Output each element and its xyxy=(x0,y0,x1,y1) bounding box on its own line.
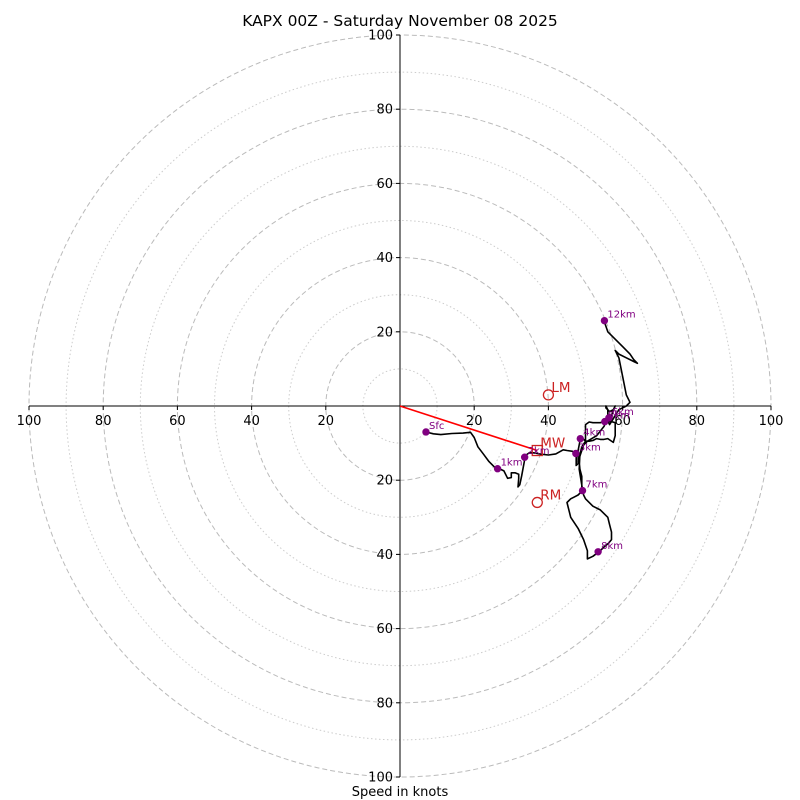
tick-label-left-20: 20 xyxy=(318,414,335,429)
height-marker-sfc xyxy=(422,428,430,436)
tick-label-bottom-100: 100 xyxy=(368,771,393,786)
tick-label-bottom-20: 20 xyxy=(376,474,393,489)
height-label-6km: 6km xyxy=(612,407,634,418)
tick-label-left-80: 80 xyxy=(95,414,112,429)
hodograph-trace xyxy=(425,320,639,560)
height-label-8km: 8km xyxy=(601,541,623,552)
tick-label-left-40: 40 xyxy=(243,414,260,429)
chart-title: KAPX 00Z - Saturday November 08 2025 xyxy=(242,12,558,30)
tick-label-right-60: 60 xyxy=(614,414,631,429)
height-marker-12km xyxy=(600,316,609,325)
motion-marker-lm xyxy=(542,389,555,401)
tick-label-top-20: 20 xyxy=(376,325,393,340)
tick-label-top-80: 80 xyxy=(376,103,393,118)
shear-vector-line xyxy=(399,405,538,452)
tick-label-bottom-40: 40 xyxy=(376,548,393,563)
height-marker-1km xyxy=(493,464,502,473)
motion-marker-rm xyxy=(531,496,543,509)
shear-vector-layer xyxy=(399,405,538,452)
motion-label-mw: MW xyxy=(540,436,565,452)
height-label-3km: 3km xyxy=(579,442,601,453)
tick-label-top-100: 100 xyxy=(368,29,393,44)
tick-label-bottom-80: 80 xyxy=(376,696,393,711)
tick-label-left-100: 100 xyxy=(17,414,42,429)
x-axis-label: Speed in knots xyxy=(352,785,449,800)
height-label-4km: 4km xyxy=(583,428,605,439)
height-marker-7km xyxy=(578,486,587,495)
tick-label-right-80: 80 xyxy=(689,414,706,429)
tick-label-bottom-60: 60 xyxy=(376,622,393,637)
height-label-2km: 2km xyxy=(528,446,550,457)
height-label-1km: 1km xyxy=(501,458,523,469)
height-label-5km: 5km xyxy=(608,411,630,422)
tick-label-right-100: 100 xyxy=(759,414,784,429)
tick-label-right-40: 40 xyxy=(540,414,557,429)
height-label-12km: 12km xyxy=(607,310,635,321)
motion-label-rm: RM xyxy=(540,487,561,503)
height-label-7km: 7km xyxy=(586,480,608,491)
motion-label-lm: LM xyxy=(551,380,570,396)
height-marker-3km xyxy=(572,449,580,458)
axis-tick-labels: 20 40 60 80 100 20 40 60 80 100 20 40 60 80 100 20 40 60 8… xyxy=(17,29,784,786)
height-marker-2km xyxy=(520,453,529,461)
storm-motion-markers: LM MW RM xyxy=(531,380,571,509)
hodograph-trace-layer xyxy=(425,320,639,560)
height-marker-8km xyxy=(594,548,602,556)
motion-marker-mw xyxy=(531,444,543,457)
tick-label-top-40: 40 xyxy=(376,251,393,266)
height-marker-4km xyxy=(576,434,585,443)
tick-label-right-20: 20 xyxy=(466,414,483,429)
height-label-sfc: Sfc xyxy=(429,421,444,432)
tick-label-top-60: 60 xyxy=(376,177,393,192)
height-marker-6km xyxy=(605,414,613,422)
tick-label-left-60: 60 xyxy=(169,414,186,429)
